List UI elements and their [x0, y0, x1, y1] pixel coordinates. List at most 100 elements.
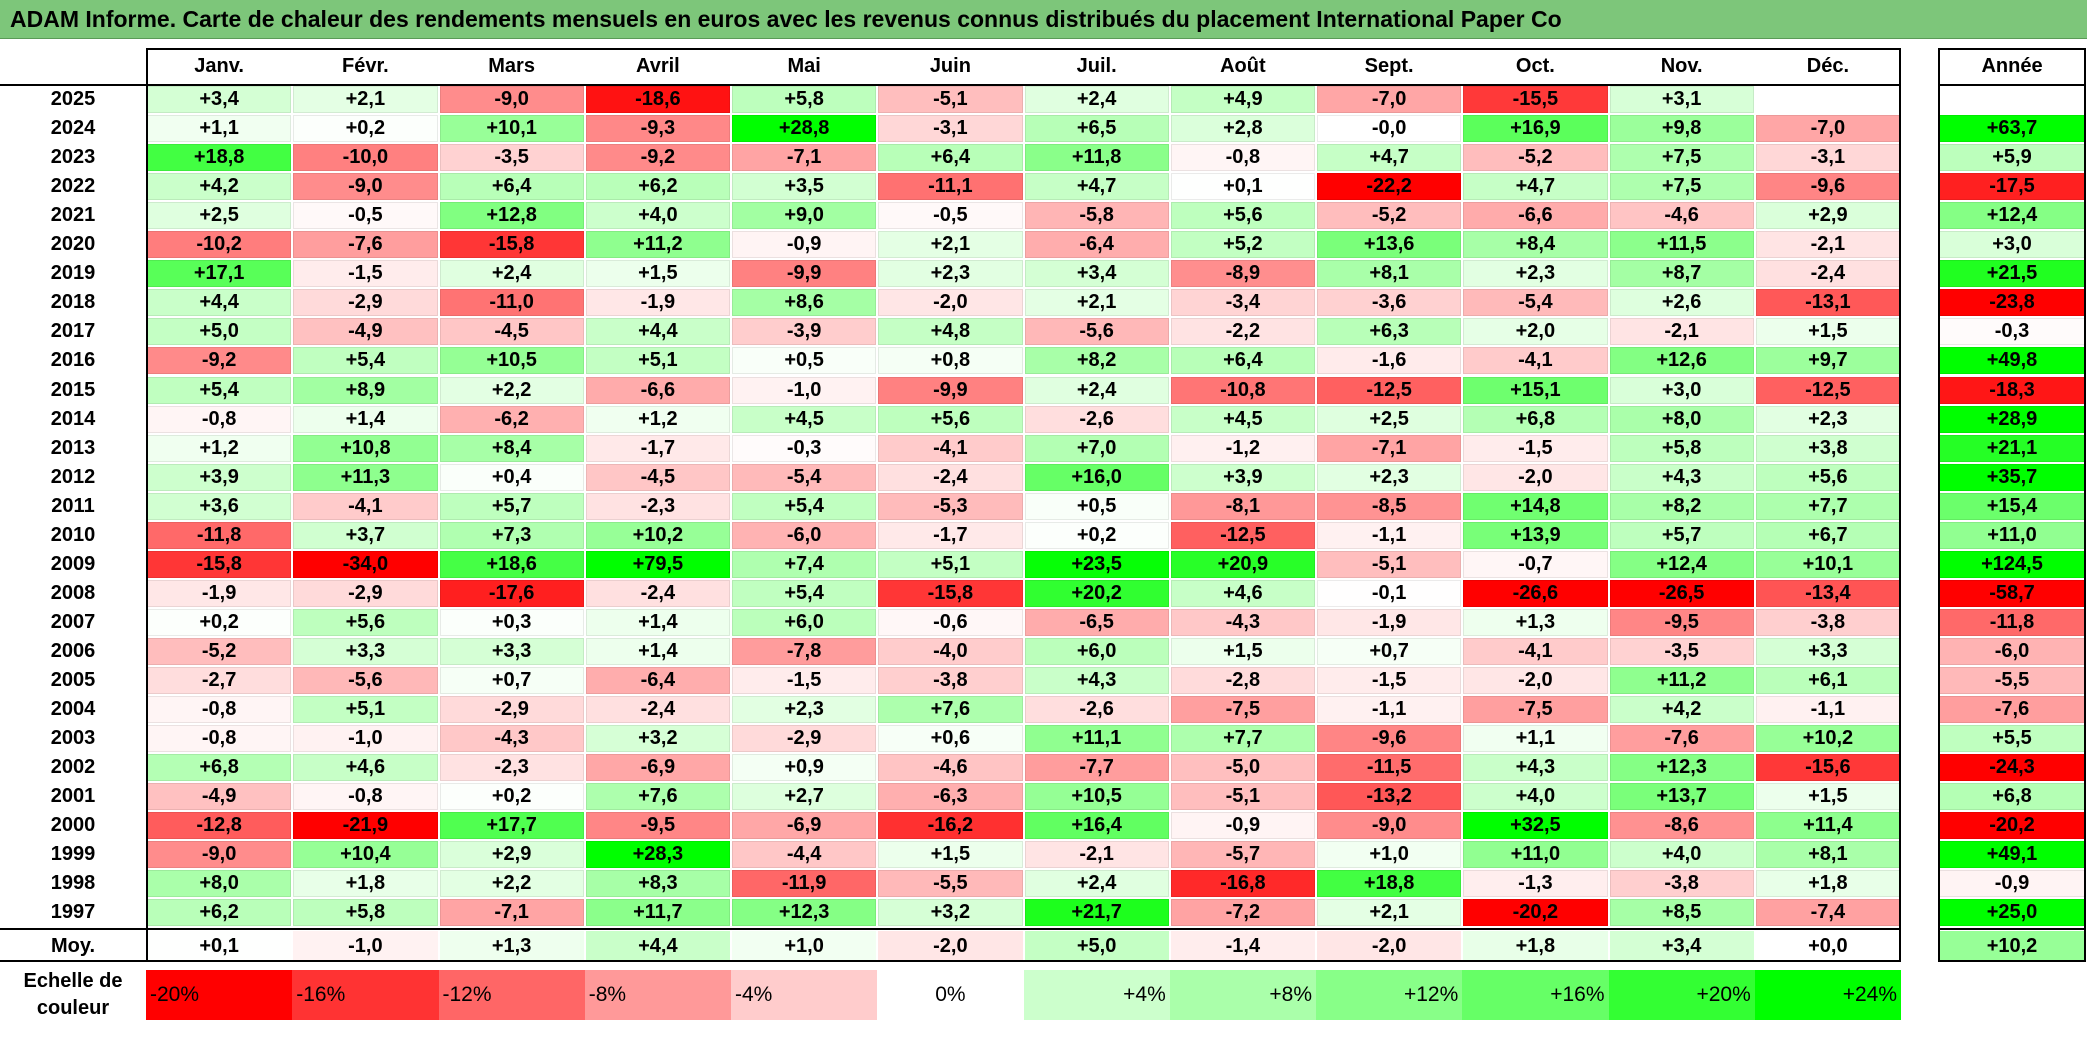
heatmap-cell: -0,8 — [147, 725, 292, 753]
annual-cell: +35,7 — [1939, 463, 2085, 491]
annual-cell: +12,4 — [1939, 202, 2085, 230]
heatmap-cell: +3,4 — [1024, 260, 1169, 288]
heatmap-cell: +2,5 — [1317, 405, 1462, 433]
heatmap-cell: +10,4 — [293, 841, 438, 869]
heatmap-cell: -1,1 — [1317, 696, 1462, 724]
year-label-2008: 2008 — [50, 581, 96, 604]
heatmap-cell: +7,0 — [1024, 434, 1169, 462]
heatmap-cell: -18,6 — [585, 86, 730, 114]
heatmap-cell: +2,5 — [147, 202, 292, 230]
year-label-1999: 1999 — [50, 843, 96, 866]
annual-header-separator — [1938, 84, 2086, 86]
average-bottom — [0, 960, 1901, 963]
heatmap-cell: -7,8 — [732, 637, 877, 665]
heatmap-cell: +16,9 — [1463, 115, 1608, 143]
heatmap-cell: -6,4 — [585, 667, 730, 695]
heatmap-cell: +10,2 — [585, 521, 730, 549]
heatmap-cell: -0,5 — [293, 202, 438, 230]
heatmap-cell: -5,1 — [1170, 783, 1315, 811]
heatmap-cell: -16,2 — [878, 812, 1023, 840]
heatmap-cell: -4,3 — [439, 725, 584, 753]
heatmap-cell: +7,5 — [1609, 144, 1754, 172]
heatmap-cell: -0,7 — [1463, 550, 1608, 578]
heatmap-cell: +2,4 — [1024, 376, 1169, 404]
heatmap-cell: +2,4 — [1024, 86, 1169, 114]
heatmap-cell: +8,1 — [1317, 260, 1462, 288]
heatmap-cell: -9,6 — [1317, 725, 1462, 753]
heatmap-cell: -4,1 — [1463, 347, 1608, 375]
year-label-2025: 2025 — [50, 88, 96, 111]
annual-cell: +25,0 — [1939, 899, 2085, 927]
heatmap-cell: -8,1 — [1170, 492, 1315, 520]
heatmap-cell: +2,1 — [1317, 899, 1462, 927]
heatmap-cell: +6,0 — [1024, 637, 1169, 665]
heatmap-cell: -5,5 — [878, 870, 1023, 898]
average-cell: +1,0 — [732, 931, 877, 962]
color-scale-step: +12% — [1316, 970, 1463, 1021]
heatmap-cell: -12,5 — [1755, 376, 1900, 404]
heatmap-cell: -4,0 — [878, 637, 1023, 665]
heatmap-cell: +12,3 — [1609, 754, 1754, 782]
heatmap-cell: +2,3 — [1755, 405, 1900, 433]
heatmap-cell: +8,2 — [1609, 492, 1754, 520]
heatmap-cell: -9,9 — [878, 376, 1023, 404]
annual-cell: -58,7 — [1939, 579, 2085, 607]
month-header-12: Déc. — [1806, 54, 1849, 77]
heatmap-cell: -11,8 — [147, 521, 292, 549]
heatmap-cell: +2,2 — [439, 376, 584, 404]
heatmap-cell: +5,7 — [1609, 521, 1754, 549]
heatmap-cell: -2,9 — [293, 289, 438, 317]
heatmap-cell: +4,3 — [1463, 754, 1608, 782]
month-header-9: Sept. — [1364, 54, 1414, 77]
heatmap-cell: -9,3 — [585, 115, 730, 143]
annual-cell: -0,9 — [1939, 870, 2085, 898]
heatmap-cell: +6,4 — [878, 144, 1023, 172]
heatmap-cell: +6,8 — [1463, 405, 1608, 433]
heatmap-cell: +4,2 — [1609, 696, 1754, 724]
heatmap-cell: -3,9 — [732, 318, 877, 346]
heatmap-cell: -1,5 — [732, 667, 877, 695]
heatmap-cell: -15,8 — [147, 550, 292, 578]
heatmap-cell: +12,4 — [1609, 550, 1754, 578]
heatmap-cell: +0,4 — [439, 463, 584, 491]
heatmap-cell: +3,0 — [1609, 376, 1754, 404]
heatmap-cell: -5,1 — [878, 86, 1023, 114]
heatmap-cell: +2,3 — [1463, 260, 1608, 288]
heatmap-cell: +5,1 — [585, 347, 730, 375]
color-scale-step: +4% — [1023, 970, 1170, 1021]
heatmap-cell: -2,1 — [1755, 231, 1900, 259]
heatmap-cell: -13,4 — [1755, 579, 1900, 607]
heatmap-cell: -13,1 — [1755, 289, 1900, 317]
heatmap-cell: +13,7 — [1609, 783, 1754, 811]
heatmap-cell: +3,2 — [585, 725, 730, 753]
heatmap-cell: -20,2 — [1463, 899, 1608, 927]
year-label-2022: 2022 — [50, 175, 96, 198]
heatmap-cell: -7,5 — [1170, 696, 1315, 724]
heatmap-cell: -7,5 — [1463, 696, 1608, 724]
heatmap-cell: -5,2 — [1317, 202, 1462, 230]
heatmap-cell: -2,2 — [1170, 318, 1315, 346]
heatmap-cell: +9,7 — [1755, 347, 1900, 375]
heatmap-cell: -4,5 — [585, 463, 730, 491]
color-scale-step: -4% — [731, 970, 878, 1021]
year-label-2006: 2006 — [50, 639, 96, 662]
heatmap-cell: -11,0 — [439, 289, 584, 317]
color-scale-step: -12% — [438, 970, 585, 1021]
heatmap-cell: -15,5 — [1463, 86, 1608, 114]
heatmap-cell: -2,3 — [585, 492, 730, 520]
year-label-2013: 2013 — [50, 436, 96, 459]
heatmap-cell: +11,4 — [1755, 812, 1900, 840]
year-label-2024: 2024 — [50, 117, 96, 140]
heatmap-cell: +1,5 — [585, 260, 730, 288]
heatmap-cell: -4,5 — [439, 318, 584, 346]
heatmap-cell: -4,4 — [732, 841, 877, 869]
heatmap-cell: +4,5 — [732, 405, 877, 433]
heatmap-cell: +4,4 — [585, 318, 730, 346]
heatmap-cell: +9,0 — [732, 202, 877, 230]
month-header-1: Janv. — [194, 54, 244, 77]
month-header-2: Févr. — [342, 54, 389, 77]
heatmap-cell: -2,6 — [1024, 405, 1169, 433]
heatmap-cell: +5,4 — [293, 347, 438, 375]
heatmap-cell: -11,9 — [732, 870, 877, 898]
heatmap-cell: -1,5 — [1317, 667, 1462, 695]
